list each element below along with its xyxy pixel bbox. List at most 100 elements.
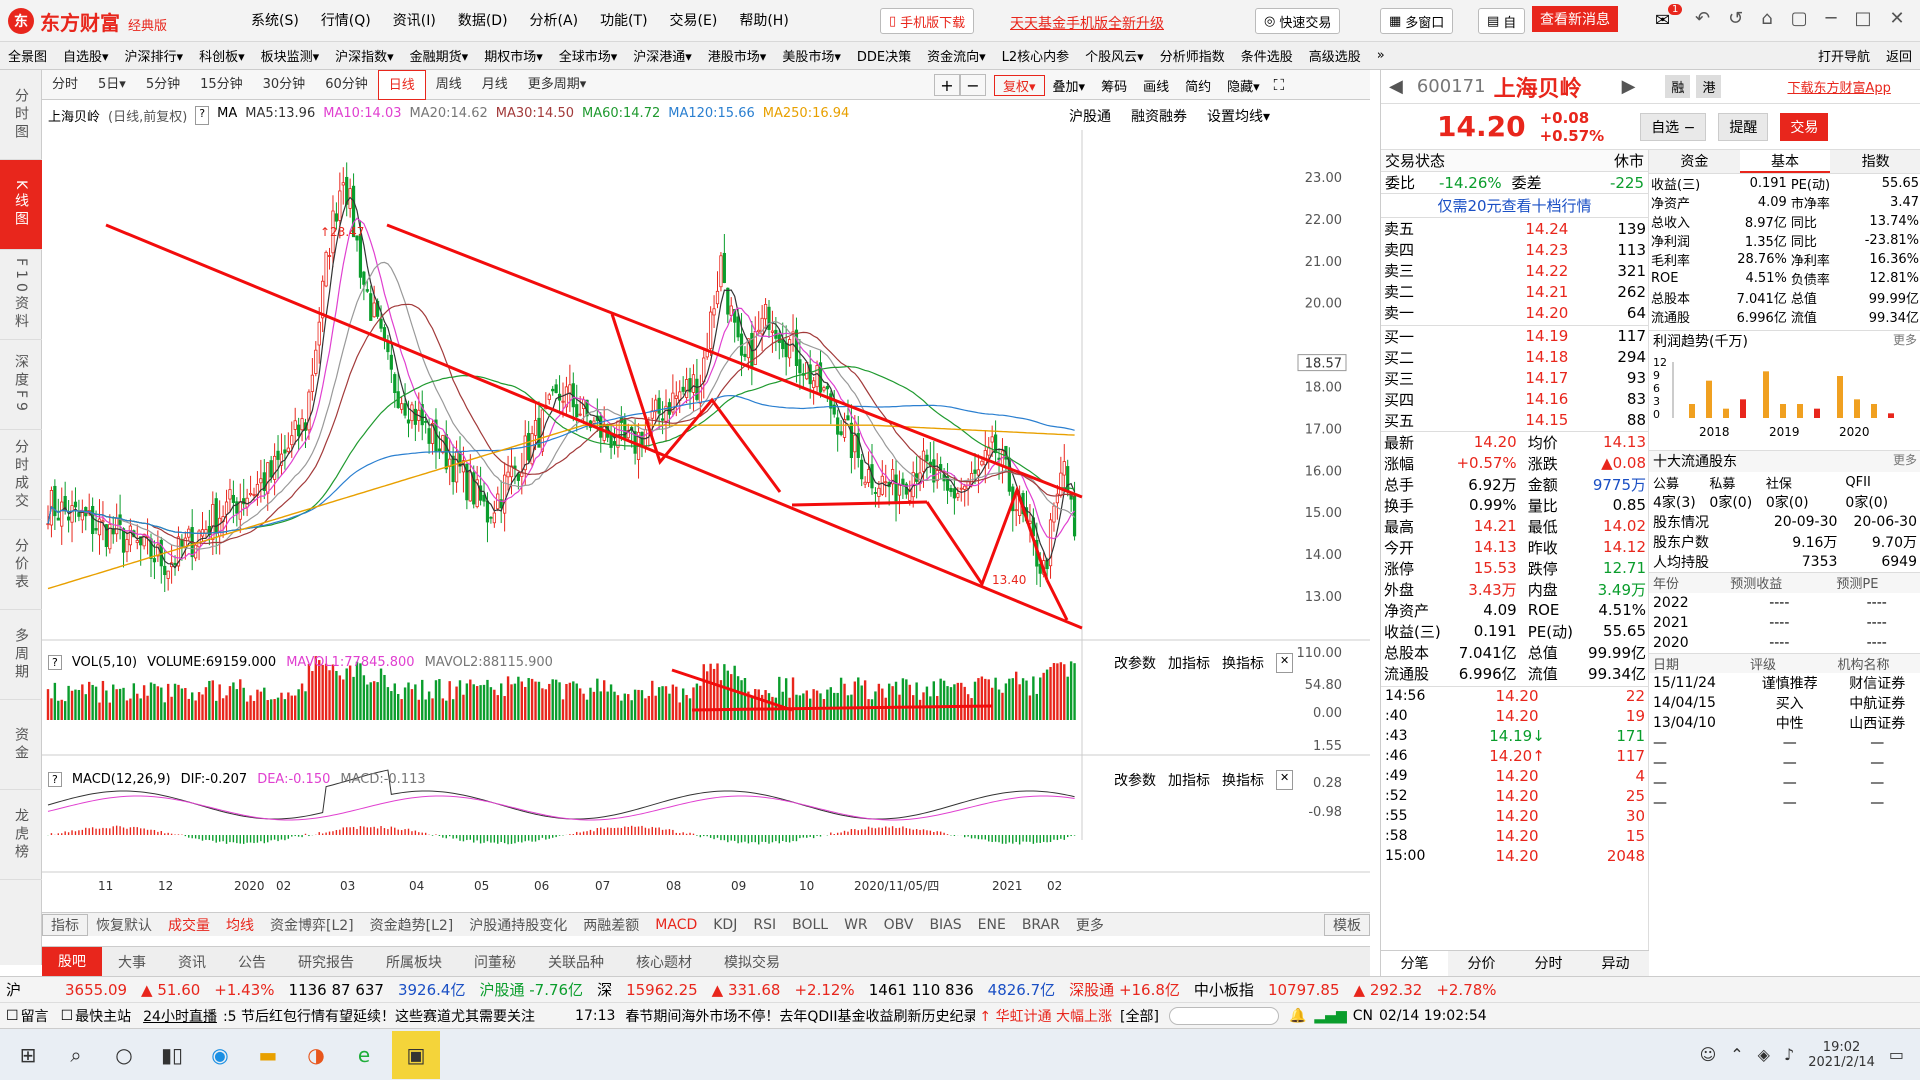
holder-count[interactable]: 0家(0) [1765,495,1809,511]
left-tab-1[interactable]: K线图 [0,160,42,250]
period-tab-6[interactable]: 日线 [377,69,426,100]
indicator-tab-7[interactable]: 两融差额 [583,917,640,934]
nav-item-16[interactable]: 分析师指数 [1159,50,1225,65]
period-tab-2[interactable]: 5分钟 [145,76,181,92]
indicator-tab-4[interactable]: 资金博弈[L2] [270,917,354,934]
news-tab-2[interactable]: 资讯 [178,954,206,971]
vol_header-action-1[interactable]: 加指标 [1168,656,1210,672]
indicator-tab-2[interactable]: 成交量 [168,917,210,934]
indicator-tab-1[interactable]: 恢复默认 [96,917,152,934]
period-tab-7[interactable]: 周线 [435,76,462,92]
menu-item-5[interactable]: 功能(T) [600,13,648,29]
indicator-tab-12[interactable]: WR [844,916,868,933]
browser-icon[interactable]: e [357,1042,371,1067]
holder-count[interactable]: 0家(0) [1709,495,1753,511]
sz-index[interactable]: 15962.25 [626,980,698,999]
volume-icon[interactable]: ♪ [1783,1045,1795,1064]
left-tab-2[interactable]: F10资料 [0,250,42,340]
maximize-icon[interactable]: □ [1854,8,1872,29]
close-icon[interactable]: ✕ [1889,8,1905,29]
chart-tool-1[interactable]: 叠加▾ [1052,79,1086,95]
task-view-icon[interactable]: ▮▯ [160,1042,183,1067]
vol_header-action-2[interactable]: 换指标 [1222,656,1264,672]
period-tab-0[interactable]: 分时 [52,76,79,92]
cortana-icon[interactable]: ○ [115,1042,133,1067]
ob-price[interactable]: 14.20 [1525,303,1569,322]
trade-button[interactable]: 交易 [1780,112,1829,141]
zoom-in-icon[interactable]: + [934,74,960,96]
fund-tab-0[interactable]: 资金 [1649,150,1740,173]
nav-item-15[interactable]: 个股风云▾ [1085,50,1144,65]
profit-more-link[interactable]: 更多 [1892,333,1917,347]
ob-price[interactable]: 14.16 [1525,390,1569,408]
search-icon[interactable]: ⌕ [70,1042,82,1067]
nav-item-7[interactable]: 期权市场▾ [484,50,543,65]
indicator-tab-8[interactable]: MACD [655,916,698,933]
nav-item-17[interactable]: 条件选股 [1240,50,1293,65]
nav-item-8[interactable]: 全球市场▾ [558,50,618,65]
macd_header-action-1[interactable]: 加指标 [1168,773,1210,789]
indicator-tab-5[interactable]: 资金趋势[L2] [369,917,454,934]
nav-item-12[interactable]: DDE决策 [856,50,912,65]
nav-item-10[interactable]: 港股市场▾ [707,50,767,65]
period-tab-8[interactable]: 月线 [481,76,508,92]
nav-item-4[interactable]: 板块监测▾ [260,50,320,65]
nav-item-5[interactable]: 沪深指数▾ [335,50,394,65]
tray-up-icon[interactable]: ⌃ [1730,1045,1744,1064]
kline-chart-area[interactable]: 上海贝岭 (日线,前复权) ? MA MA5:13.96 MA10:14.03 … [42,100,1370,936]
ob-price[interactable]: 14.15 [1525,411,1569,429]
sgt-flow[interactable]: 深股通 +16.8亿 [1069,981,1180,999]
sh-index[interactable]: 3655.09 [65,980,128,999]
left-tab-3[interactable]: 深度F9 [0,340,42,430]
indicator-tab-0[interactable]: 指标 [42,913,88,936]
indicator-tab-10[interactable]: RSI [753,916,777,933]
hgt-flow[interactable]: 沪股通 -7.76亿 [479,981,584,999]
tick-tab-0[interactable]: 分笔 [1381,951,1448,976]
news-search-box[interactable] [1168,1006,1279,1025]
chart-tool-5[interactable]: 隐藏▾ [1227,79,1260,95]
bell-icon[interactable]: 🔔 [1288,1007,1307,1024]
nav-item-20[interactable]: 打开导航 [1817,50,1870,65]
nav-item-1[interactable]: 自选股▾ [63,50,109,65]
left-tab-6[interactable]: 多周期 [0,610,42,700]
period-tab-4[interactable]: 30分钟 [262,76,306,92]
nav-item-9[interactable]: 沪深港通▾ [633,50,692,65]
chart-link-0[interactable]: 沪股通 [1069,109,1111,125]
vol_header-action-0[interactable]: 改参数 [1114,656,1156,672]
nav-item-21[interactable]: 返回 [1885,50,1912,65]
period-tab-3[interactable]: 15分钟 [200,76,243,92]
indicator-tab-15[interactable]: ENE [977,916,1006,933]
left-tab-0[interactable]: 分时图 [0,70,42,160]
indicator-tab-16[interactable]: BRAR [1021,916,1060,933]
prev-stock-icon[interactable]: ◀ [1389,76,1403,97]
left-tab-4[interactable]: 分时成交 [0,430,42,520]
indicator-tab-11[interactable]: BOLL [792,916,829,933]
indicator-tab-18[interactable]: 模板 [1324,913,1370,936]
menu-item-4[interactable]: 分析(A) [529,13,579,29]
custom-button[interactable]: ▤ 自 [1478,8,1526,34]
undo-icon[interactable]: ↺ [1728,8,1744,29]
shirt-icon[interactable]: ⌂ [1761,8,1773,29]
next-stock-icon[interactable]: ▶ [1621,76,1636,97]
indicator-tab-14[interactable]: BIAS [929,916,962,933]
left-tab-7[interactable]: 资金 [0,700,42,790]
nav-item-6[interactable]: 金融期货▾ [409,50,469,65]
mobile-download-button[interactable]: ▯ 手机版下载 [880,8,975,34]
indicator-tab-9[interactable]: KDJ [713,916,738,933]
all-news-link[interactable]: [全部] [1120,1008,1159,1025]
tick-tab-2[interactable]: 分时 [1534,956,1563,972]
ob-price[interactable]: 14.17 [1525,369,1569,387]
period-tab-1[interactable]: 5日▾ [98,76,126,92]
message-icon[interactable]: ☐ [6,1007,19,1024]
news-tab-6[interactable]: 问董秘 [474,954,516,971]
indicator-tab-3[interactable]: 均线 [226,917,254,934]
indicator-tab-17[interactable]: 更多 [1075,917,1104,934]
minimize-icon[interactable]: ─ [1825,8,1837,29]
level2-promo-link[interactable]: 仅需20元查看十档行情 [1381,194,1648,218]
news-notify-button[interactable]: 查看新消息 [1532,6,1618,32]
macd-help-icon[interactable]: ? [48,772,62,787]
left-tab-8[interactable]: 龙虎榜 [0,790,42,880]
nav-item-3[interactable]: 科创板▾ [199,50,245,65]
chart-tool-2[interactable]: 筹码 [1101,79,1128,95]
folder-icon[interactable]: ▬ [258,1042,278,1067]
